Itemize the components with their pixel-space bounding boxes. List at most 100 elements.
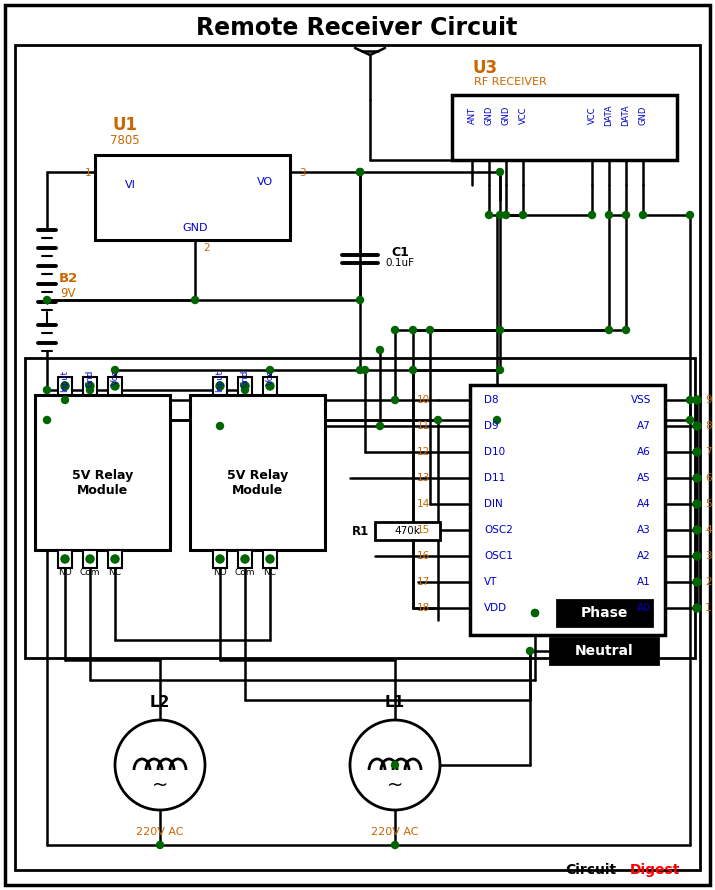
Text: D11: D11 [484, 473, 506, 483]
Text: 5: 5 [705, 499, 711, 509]
Circle shape [526, 648, 533, 654]
Text: 16: 16 [417, 551, 430, 561]
Circle shape [266, 555, 274, 563]
Text: 2: 2 [705, 577, 711, 587]
Text: VCC: VCC [588, 106, 596, 124]
Text: R1: R1 [352, 524, 369, 538]
Text: NO: NO [58, 568, 72, 577]
Circle shape [157, 842, 164, 848]
Circle shape [588, 212, 596, 219]
Text: A6: A6 [637, 447, 651, 457]
Text: 1: 1 [84, 168, 92, 178]
Text: OSC1: OSC1 [484, 551, 513, 561]
Circle shape [44, 296, 51, 303]
Circle shape [496, 327, 503, 334]
Circle shape [623, 212, 629, 219]
Circle shape [693, 422, 701, 430]
Text: Module: Module [77, 483, 128, 497]
Text: L1: L1 [385, 694, 405, 709]
Circle shape [87, 555, 94, 562]
Text: A7: A7 [637, 421, 651, 431]
Text: D8: D8 [484, 395, 498, 405]
Circle shape [241, 382, 249, 390]
Circle shape [44, 417, 51, 424]
Text: Remote Receiver Circuit: Remote Receiver Circuit [197, 16, 518, 40]
Bar [550, 638, 658, 664]
Text: 15: 15 [417, 525, 430, 535]
Text: 2: 2 [204, 243, 210, 253]
Text: Gnd: Gnd [86, 370, 94, 387]
Circle shape [217, 555, 224, 562]
Text: Digest: Digest [630, 863, 681, 877]
Text: VO: VO [257, 177, 273, 187]
Text: A4: A4 [637, 499, 651, 509]
Text: 7: 7 [705, 447, 711, 457]
Text: 4: 4 [705, 525, 711, 535]
Text: Vcc: Vcc [111, 370, 119, 385]
Text: 7805: 7805 [110, 134, 140, 147]
Circle shape [496, 212, 503, 219]
Circle shape [267, 367, 274, 374]
Text: B2: B2 [59, 271, 78, 285]
Circle shape [61, 555, 69, 563]
Text: 17: 17 [417, 577, 430, 587]
Circle shape [377, 346, 383, 353]
Circle shape [357, 168, 363, 175]
Text: 5V Relay: 5V Relay [227, 468, 288, 481]
Circle shape [606, 212, 613, 219]
Circle shape [693, 500, 701, 508]
Text: Circuit: Circuit [565, 863, 616, 877]
Text: 10: 10 [417, 395, 430, 405]
Circle shape [357, 168, 363, 175]
Text: 470k: 470k [395, 526, 420, 536]
Circle shape [44, 386, 51, 393]
Text: VSS: VSS [631, 395, 651, 405]
Circle shape [693, 474, 701, 482]
Circle shape [606, 327, 613, 334]
Text: VI: VI [124, 180, 135, 190]
Bar [190, 395, 325, 550]
Circle shape [87, 386, 94, 393]
Text: Com: Com [80, 568, 100, 577]
Text: 14: 14 [417, 499, 430, 509]
Bar [238, 550, 252, 568]
Circle shape [216, 555, 224, 563]
Circle shape [520, 212, 526, 219]
Circle shape [241, 555, 249, 563]
Circle shape [392, 762, 398, 768]
Text: 8: 8 [705, 421, 711, 431]
Text: Input: Input [61, 370, 69, 392]
Bar [35, 395, 170, 550]
Text: A3: A3 [637, 525, 651, 535]
Circle shape [531, 610, 538, 617]
Bar [213, 550, 227, 568]
Text: D10: D10 [484, 447, 505, 457]
Text: DATA: DATA [621, 104, 631, 125]
Circle shape [267, 555, 274, 562]
Circle shape [623, 327, 629, 334]
Bar [557, 600, 652, 626]
Text: NC: NC [109, 568, 122, 577]
Text: 3: 3 [299, 168, 305, 178]
Text: NO: NO [213, 568, 227, 577]
Text: A5: A5 [637, 473, 651, 483]
Circle shape [115, 720, 205, 810]
Circle shape [427, 327, 433, 334]
Text: Vcc: Vcc [265, 370, 275, 385]
Text: 18: 18 [417, 603, 430, 613]
Circle shape [362, 367, 368, 374]
Circle shape [435, 417, 441, 424]
Text: ANT: ANT [468, 107, 476, 124]
Circle shape [61, 397, 69, 403]
Circle shape [242, 555, 249, 562]
Circle shape [61, 382, 69, 390]
Circle shape [216, 382, 224, 390]
Text: DIN: DIN [484, 499, 503, 509]
Bar [83, 550, 97, 568]
Circle shape [112, 367, 119, 374]
Circle shape [485, 212, 493, 219]
Text: Module: Module [232, 483, 283, 497]
Circle shape [503, 212, 510, 219]
Text: 3: 3 [705, 551, 711, 561]
Circle shape [111, 555, 119, 563]
